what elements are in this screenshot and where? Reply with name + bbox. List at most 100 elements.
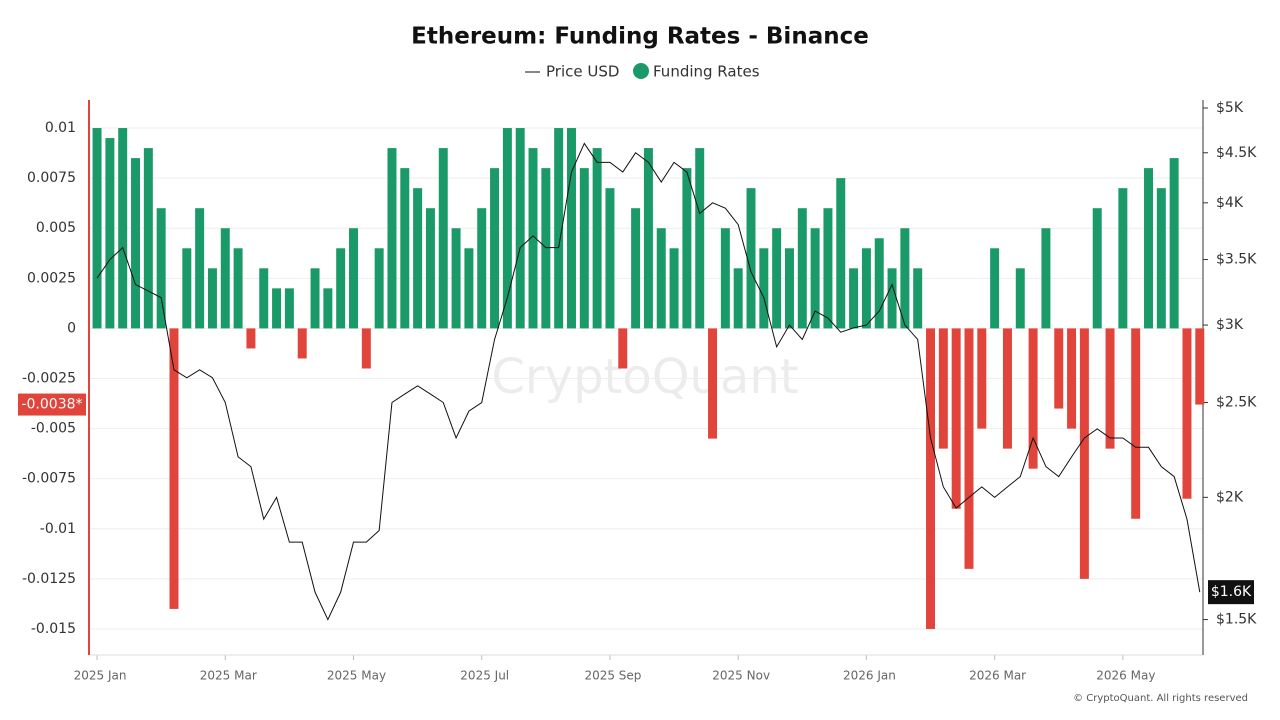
y2-tick-label: $4.5K bbox=[1216, 145, 1257, 161]
funding-bar bbox=[336, 248, 346, 329]
funding-bar bbox=[964, 328, 974, 569]
current-price-badge bbox=[1208, 580, 1254, 605]
x-tick-label: 2025 Nov bbox=[712, 669, 770, 683]
funding-bar bbox=[515, 128, 525, 329]
funding-bar bbox=[1118, 188, 1128, 329]
y-tick-label: -0.005 bbox=[31, 421, 76, 437]
y2-tick-label: $2.5K bbox=[1216, 395, 1257, 411]
funding-bar bbox=[720, 228, 730, 329]
funding-bar bbox=[1131, 328, 1141, 519]
funding-bar bbox=[592, 148, 602, 329]
y2-tick-label: $1.5K bbox=[1216, 612, 1257, 628]
funding-bar bbox=[836, 178, 846, 329]
price-line bbox=[96, 142, 1201, 621]
funding-bar bbox=[195, 208, 205, 329]
funding-bar bbox=[528, 148, 538, 329]
funding-bar bbox=[874, 238, 884, 329]
x-tick-label: 2026 Jan bbox=[843, 669, 896, 683]
y2-tick-label: $3.5K bbox=[1216, 252, 1257, 268]
funding-bar bbox=[1067, 328, 1077, 429]
funding-bar bbox=[349, 228, 358, 329]
funding-bar bbox=[682, 168, 692, 329]
funding-bar bbox=[182, 248, 192, 329]
current-price-label: $1.6K bbox=[1211, 584, 1252, 600]
funding-bar bbox=[554, 128, 564, 329]
funding-bar bbox=[1054, 328, 1064, 409]
funding-bar bbox=[887, 268, 897, 329]
funding-bar bbox=[220, 228, 230, 329]
funding-bar bbox=[1182, 328, 1192, 499]
funding-bar bbox=[477, 208, 487, 329]
current-value-badge bbox=[18, 393, 86, 416]
funding-bar bbox=[464, 248, 474, 329]
y-tick-label: -0.0075 bbox=[22, 471, 76, 487]
y2-tick-label: $3K bbox=[1216, 317, 1244, 333]
y2-tick-label: $5K bbox=[1216, 100, 1244, 116]
funding-bar bbox=[451, 228, 461, 329]
y-tick-label: -0.0125 bbox=[22, 571, 76, 587]
funding-bar bbox=[618, 328, 628, 369]
funding-bar bbox=[284, 288, 294, 329]
funding-bar bbox=[656, 228, 666, 329]
current-value-label: -0.0038* bbox=[21, 397, 82, 413]
x-tick-label: 2025 May bbox=[327, 669, 386, 683]
funding-bar bbox=[131, 158, 141, 329]
y-tick-label: 0.0025 bbox=[27, 270, 76, 286]
funding-bar bbox=[361, 328, 371, 369]
funding-bar bbox=[1015, 268, 1025, 329]
funding-bar bbox=[1105, 328, 1115, 449]
funding-bar bbox=[669, 248, 679, 329]
funding-bar bbox=[374, 248, 384, 329]
funding-bar bbox=[1144, 168, 1153, 329]
legend-dot-swatch bbox=[633, 63, 649, 79]
funding-bar bbox=[733, 268, 743, 329]
funding-bar bbox=[323, 288, 333, 329]
funding-bar bbox=[92, 128, 102, 329]
funding-bar bbox=[990, 248, 1000, 329]
funding-bar bbox=[490, 168, 500, 329]
x-tick-label: 2025 Mar bbox=[200, 669, 257, 683]
funding-bar bbox=[849, 268, 859, 329]
funding-bar bbox=[579, 168, 589, 329]
footer: © CryptoQuant. All rights reserved bbox=[1073, 693, 1248, 704]
funding-bar bbox=[400, 168, 410, 329]
funding-bar bbox=[297, 328, 307, 359]
funding-bar bbox=[605, 188, 615, 329]
funding-bar bbox=[233, 248, 243, 329]
funding-bar bbox=[1195, 328, 1205, 405]
x-tick-label: 2025 Sep bbox=[584, 669, 641, 683]
funding-bar bbox=[272, 288, 282, 329]
funding-bar bbox=[695, 148, 705, 329]
y-tick-label: 0.005 bbox=[36, 220, 76, 236]
funding-bar bbox=[169, 328, 179, 609]
funding-bar bbox=[1169, 158, 1179, 329]
y2-tick-label: $4K bbox=[1216, 195, 1244, 211]
legend-label: Funding Rates bbox=[653, 63, 760, 81]
funding-bar bbox=[926, 328, 936, 629]
funding-bar bbox=[118, 128, 128, 329]
y-tick-label: 0 bbox=[67, 320, 76, 336]
funding-bar bbox=[541, 168, 551, 329]
funding-bar bbox=[156, 208, 166, 329]
y2-tick-label: $2K bbox=[1216, 489, 1244, 505]
x-tick-label: 2025 Jan bbox=[74, 669, 127, 683]
funding-bar bbox=[246, 328, 256, 349]
funding-bar bbox=[502, 128, 512, 329]
funding-bar bbox=[387, 148, 397, 329]
funding-bar bbox=[913, 268, 923, 329]
funding-bar bbox=[643, 148, 653, 329]
funding-bar bbox=[797, 208, 807, 329]
funding-bar bbox=[759, 248, 769, 329]
funding-bar bbox=[951, 328, 961, 509]
y-tick-label: -0.01 bbox=[40, 521, 76, 537]
funding-bar bbox=[413, 188, 423, 329]
funding-bar bbox=[143, 148, 153, 329]
funding-bar bbox=[259, 268, 269, 329]
funding-bar bbox=[708, 328, 718, 439]
y-tick-label: 0.0075 bbox=[27, 170, 76, 186]
funding-bar bbox=[567, 128, 576, 329]
funding-bar bbox=[1002, 328, 1012, 449]
y-tick-label: -0.0025 bbox=[22, 371, 76, 387]
funding-bar bbox=[631, 208, 641, 329]
